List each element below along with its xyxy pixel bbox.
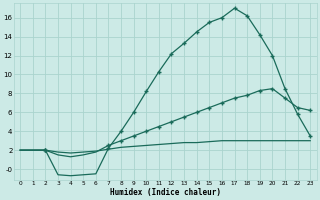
X-axis label: Humidex (Indice chaleur): Humidex (Indice chaleur): [110, 188, 221, 197]
